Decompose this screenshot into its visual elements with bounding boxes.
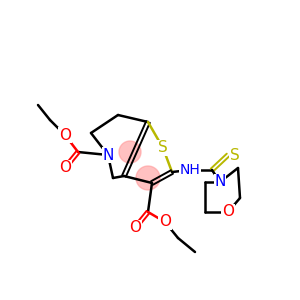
Circle shape [119, 141, 141, 163]
Text: O: O [222, 205, 234, 220]
Text: O: O [159, 214, 171, 230]
Text: O: O [59, 128, 71, 142]
Text: O: O [59, 160, 71, 175]
Text: S: S [230, 148, 240, 163]
Text: N: N [102, 148, 114, 163]
Text: NH: NH [180, 163, 200, 177]
Text: S: S [158, 140, 168, 155]
Circle shape [136, 166, 160, 190]
Text: N: N [214, 175, 226, 190]
Text: O: O [129, 220, 141, 236]
